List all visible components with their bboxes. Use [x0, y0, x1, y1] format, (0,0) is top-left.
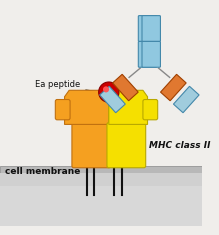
Text: Ea peptide: Ea peptide	[35, 80, 96, 92]
FancyBboxPatch shape	[138, 16, 157, 41]
Circle shape	[99, 82, 119, 102]
FancyBboxPatch shape	[72, 123, 111, 168]
FancyBboxPatch shape	[142, 16, 161, 41]
FancyBboxPatch shape	[138, 41, 157, 67]
Polygon shape	[109, 90, 148, 124]
Polygon shape	[113, 74, 138, 101]
FancyBboxPatch shape	[143, 99, 158, 120]
Bar	[0, 166, 202, 173]
Polygon shape	[65, 90, 109, 124]
FancyBboxPatch shape	[107, 123, 146, 168]
FancyBboxPatch shape	[55, 99, 70, 120]
Text: MHC class II: MHC class II	[149, 141, 211, 150]
Circle shape	[103, 86, 109, 92]
Polygon shape	[161, 74, 186, 101]
Bar	[106, 85, 113, 96]
Polygon shape	[173, 86, 199, 113]
Polygon shape	[100, 86, 125, 113]
FancyBboxPatch shape	[142, 41, 161, 67]
Bar	[0, 186, 202, 226]
Text: cell membrane: cell membrane	[5, 167, 80, 176]
Bar	[0, 173, 202, 186]
